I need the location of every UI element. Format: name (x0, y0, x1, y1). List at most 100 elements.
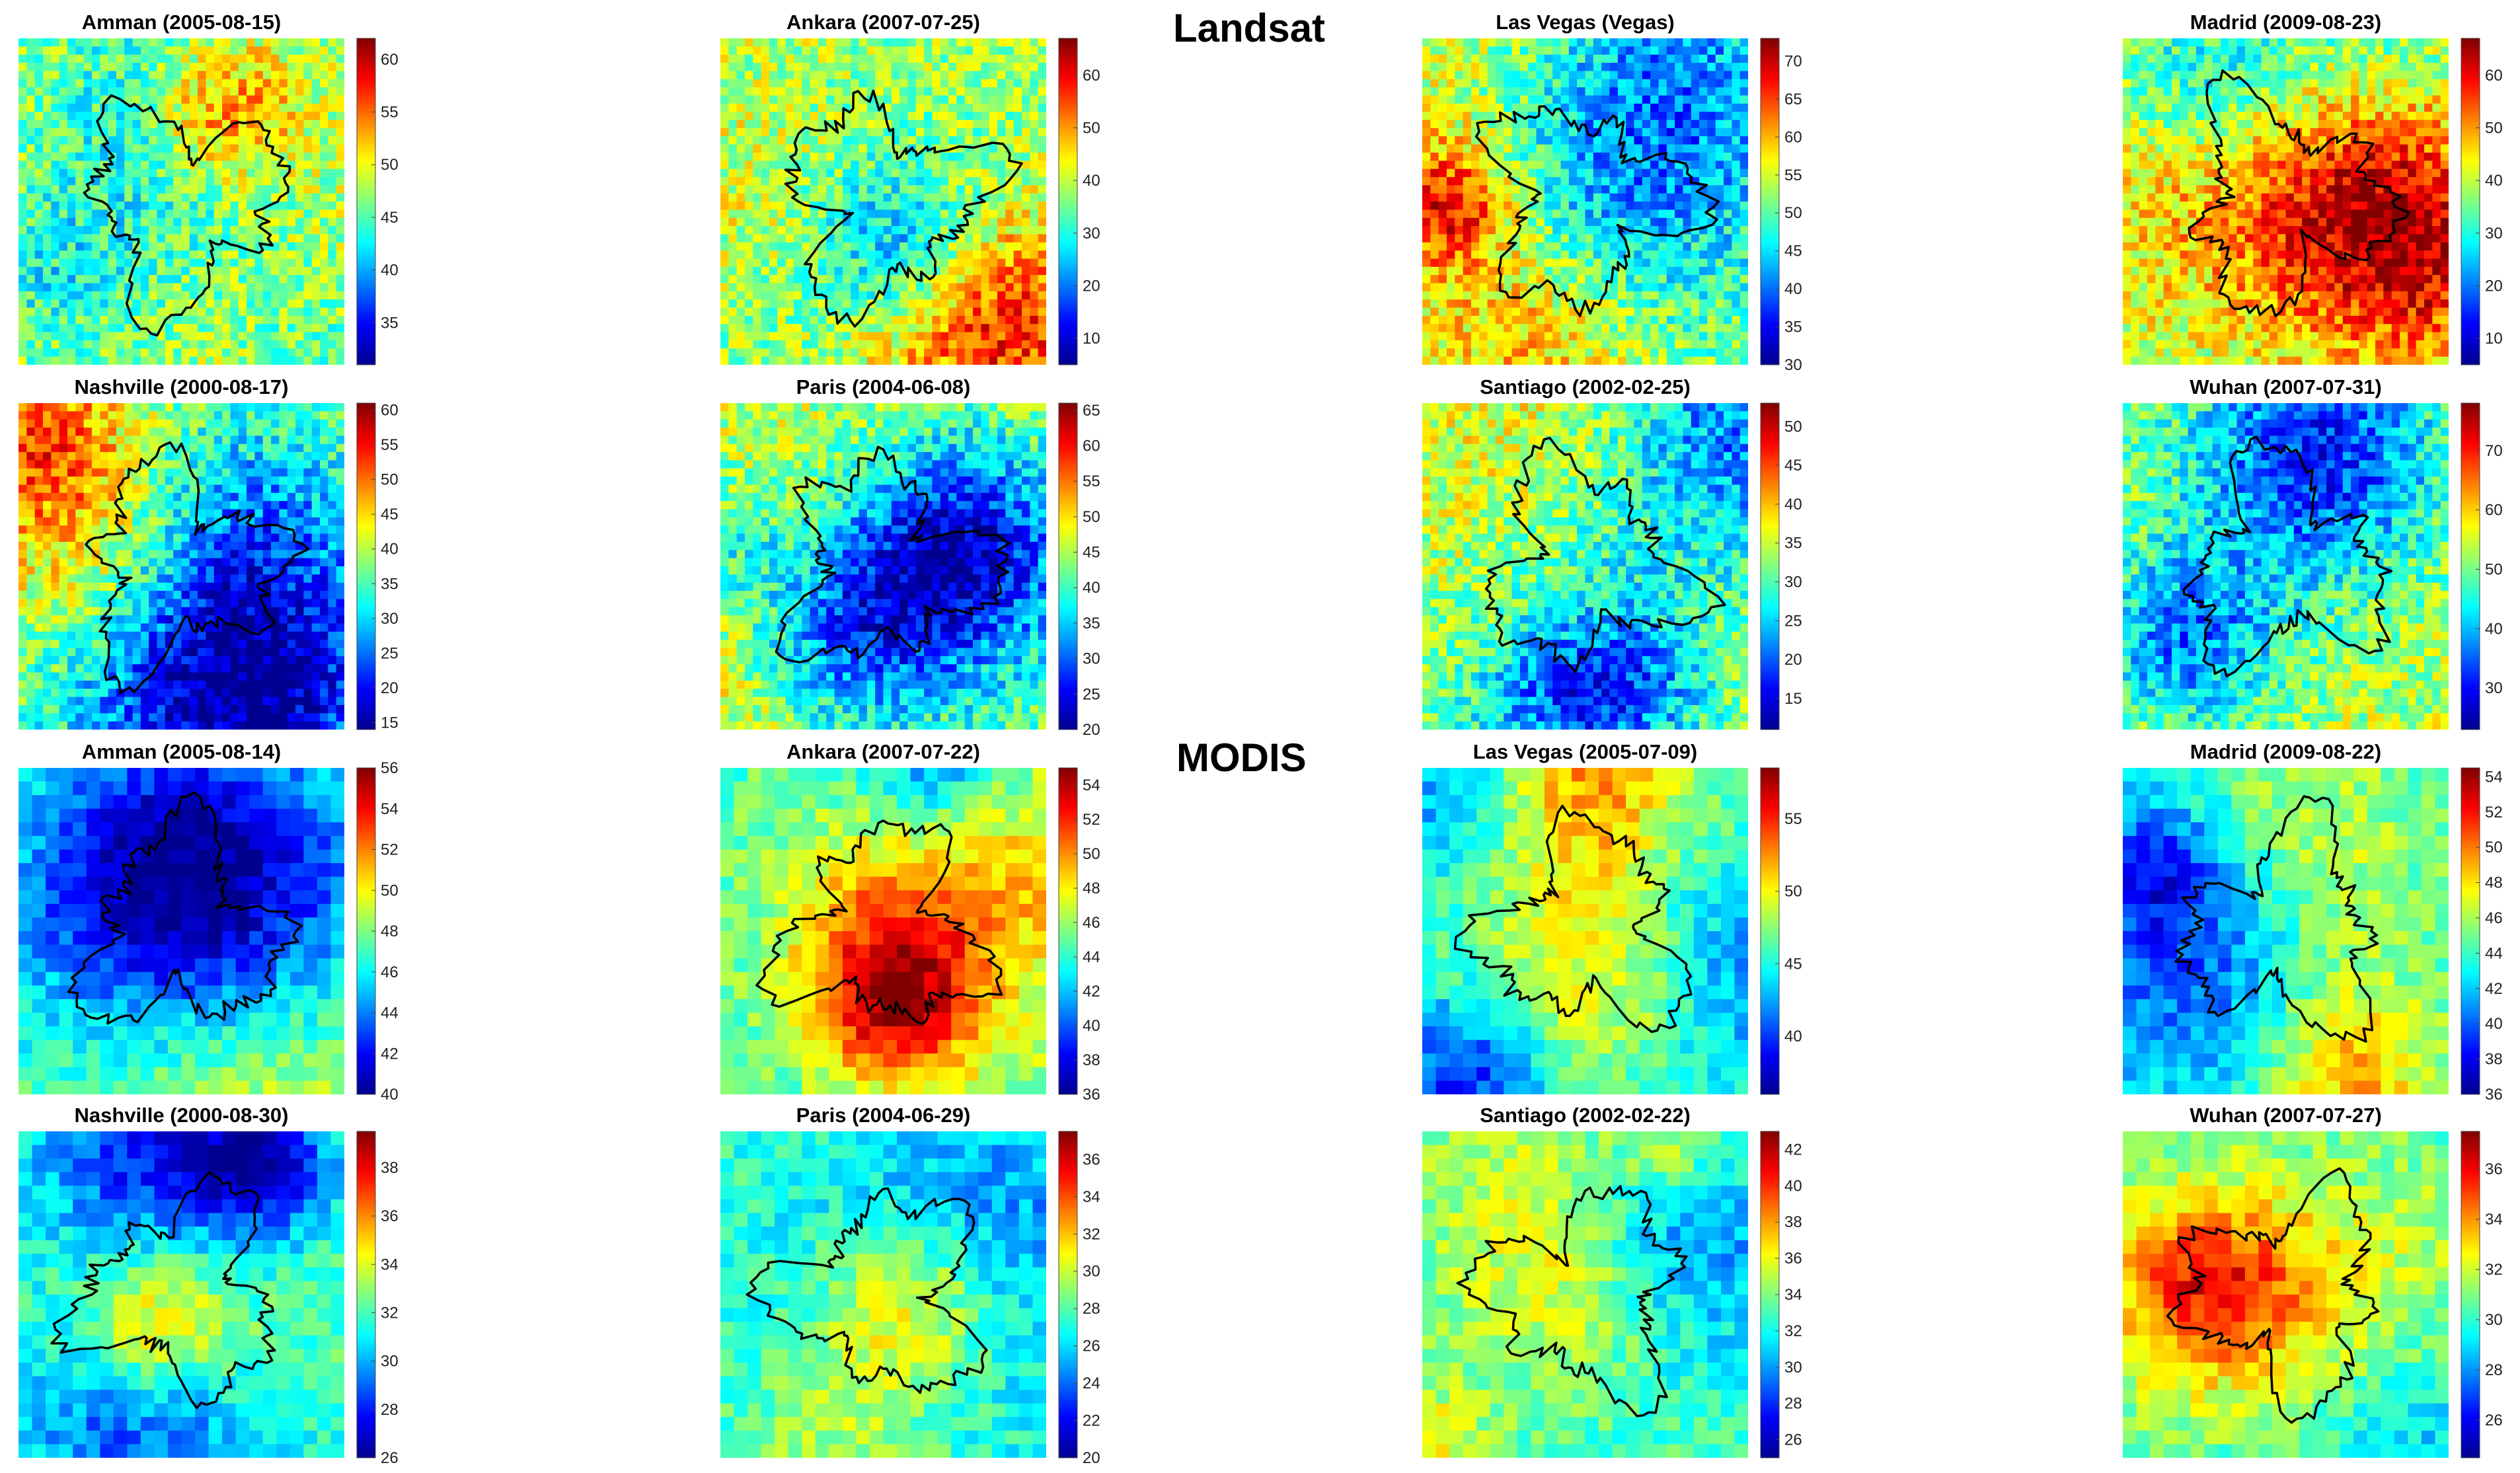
colorbar-tick-label: 50 (2485, 839, 2503, 856)
map-panel: Paris (2004-06-08) 20 25 30 35 40 45 50 55 60 65 (720, 375, 1117, 739)
colorbar: 40 42 44 46 48 50 52 54 56 (356, 759, 416, 1104)
colorbar-tick-label: 60 (1784, 128, 1802, 146)
colorbar: 15 20 25 30 35 40 45 50 (1760, 402, 1820, 730)
colorbar: 10 20 30 40 50 60 (1058, 38, 1118, 365)
colorbar: 40 45 50 55 (1760, 767, 1820, 1095)
colorbar-tick-label: 36 (1083, 1151, 1100, 1168)
colorbar-tick-label: 35 (1784, 319, 1802, 336)
colorbar-tick-label: 40 (2485, 620, 2503, 638)
colorbar-tick-label: 30 (381, 1353, 399, 1371)
colorbar-tick-label: 32 (1083, 1225, 1100, 1243)
colorbar: 35 40 45 50 55 60 (356, 38, 416, 365)
map-panel: Madrid (2009-08-22) 36 38 40 42 44 46 48 50 52 54 (2123, 740, 2520, 1104)
colorbar-tick-label: 26 (1083, 1338, 1100, 1355)
heatmap-image (2123, 1131, 2449, 1458)
colorbar-tick-label: 46 (381, 963, 399, 981)
colorbar-tick-label: 32 (2485, 1261, 2503, 1279)
panel-title: Amman (2005-08-14) (81, 740, 282, 763)
landsat-label: Landsat (1173, 6, 1326, 50)
map-panel: Las Vegas (Vegas) 30 35 40 45 50 55 60 65 70 (1422, 11, 1820, 374)
colorbar-tick-label: 45 (1784, 955, 1802, 973)
colorbar: 30 35 40 45 50 55 60 65 70 (1760, 38, 1820, 374)
colorbar-tick-label: 50 (2485, 119, 2503, 137)
map-panel: Ankara (2007-07-22) 36 38 40 42 44 46 48 50 52 54 (720, 740, 1117, 1104)
colorbar-tick-label: 55 (381, 104, 399, 122)
map-panel: Nashville (2000-08-30) 26 28 30 32 34 36 38 (19, 1104, 415, 1467)
colorbar-tick-label: 15 (1784, 690, 1802, 708)
panel-title: Amman (2005-08-15) (81, 11, 282, 34)
colorbar-tick-label: 20 (381, 679, 399, 697)
colorbar-tick-label: 54 (1083, 776, 1100, 794)
map-panel: Amman (2005-08-14) 40 42 44 46 48 50 52 54 56 (19, 740, 416, 1104)
colorbar-tick-label: 35 (1784, 535, 1802, 552)
colorbar-tick-label: 70 (1784, 52, 1802, 70)
colorbar: 20 22 24 26 28 30 32 34 36 (1058, 1131, 1118, 1467)
colorbar-tick-label: 30 (2485, 679, 2503, 697)
colorbar-tick-label: 38 (1083, 1051, 1100, 1069)
map-panel: Wuhan (2007-07-27) 26 28 30 32 34 36 (2123, 1104, 2519, 1464)
colorbar-tick-label: 55 (1784, 810, 1802, 828)
colorbar-tick-label: 50 (381, 882, 399, 899)
colorbar-tick-label: 40 (1083, 172, 1100, 190)
colorbar: 26 28 30 32 34 36 38 40 42 (1760, 1131, 1820, 1458)
map-panel: Santiago (2002-02-22) 26 28 30 32 34 36 38 40 42 (1422, 1104, 1820, 1464)
colorbar-tick-label: 50 (1083, 119, 1100, 137)
colorbar-tick-label: 34 (1784, 1286, 1802, 1304)
colorbar-tick-label: 30 (1083, 650, 1100, 668)
heatmap-image (1422, 403, 1748, 730)
colorbar-tick-label: 30 (2485, 1311, 2503, 1329)
colorbar-tick-label: 45 (1784, 243, 1802, 260)
colorbar-tick-label: 50 (1784, 883, 1802, 901)
colorbar: 15 20 25 30 35 40 45 50 55 60 (356, 402, 416, 732)
colorbar-tick-label: 20 (2485, 277, 2503, 295)
panel-title: Ankara (2007-07-22) (786, 740, 980, 763)
colorbar-tick-label: 20 (1784, 651, 1802, 669)
colorbar-tick-label: 65 (1083, 402, 1100, 420)
colorbar: 30 40 50 60 70 (2461, 402, 2520, 730)
colorbar-tick-label: 35 (381, 575, 399, 593)
heatmap-image (1422, 768, 1748, 1094)
colorbar-tick-label: 60 (1083, 437, 1100, 455)
colorbar-tick-label: 34 (381, 1256, 399, 1273)
colorbar-tick-label: 40 (381, 1086, 399, 1104)
colorbar-tick-label: 25 (1083, 685, 1100, 703)
colorbar-tick-label: 40 (1784, 1177, 1802, 1195)
colorbar-tick-label: 42 (381, 1045, 399, 1063)
colorbar-tick-label: 45 (381, 209, 399, 227)
colorbar-tick-label: 46 (2485, 909, 2503, 927)
heatmap-image (720, 768, 1046, 1094)
colorbar-tick-label: 40 (1083, 1017, 1100, 1035)
colorbar-tick-label: 30 (2485, 225, 2503, 243)
colorbar-tick-label: 25 (381, 644, 399, 662)
colorbar-tick-label: 54 (2485, 768, 2503, 786)
panel-title: Wuhan (2007-07-31) (2190, 375, 2382, 398)
map-panel: Madrid (2009-08-23) 10 20 30 40 50 60 (2123, 11, 2519, 371)
colorbar-tick-label: 40 (381, 541, 399, 558)
colorbar-tick-label: 45 (1083, 544, 1100, 562)
colorbar-tick-label: 48 (2485, 874, 2503, 892)
colorbar-tick-label: 50 (2485, 560, 2503, 578)
colorbar-tick-label: 60 (2485, 67, 2503, 85)
map-panel: Amman (2005-08-15) 35 40 45 50 55 60 (19, 11, 416, 371)
colorbar: 36 38 40 42 44 46 48 50 52 54 (2461, 767, 2520, 1104)
colorbar-tick-label: 50 (1784, 204, 1802, 222)
colorbar-tick-label: 42 (1083, 983, 1100, 1001)
colorbar-tick-label: 25 (1784, 612, 1802, 630)
colorbar-tick-label: 30 (1083, 1263, 1100, 1281)
colorbar-tick-label: 55 (381, 436, 399, 454)
colorbar-tick-label: 44 (1083, 948, 1100, 966)
colorbar-tick-label: 40 (2485, 1015, 2503, 1033)
colorbar-tick-label: 50 (1784, 418, 1802, 435)
colorbar-tick-label: 40 (1784, 280, 1802, 298)
panel-title: Ankara (2007-07-25) (786, 11, 980, 34)
map-panel: Nashville (2000-08-17) 15 20 25 30 35 40 45 50 55… (19, 375, 416, 736)
colorbar-tick-label: 52 (381, 841, 399, 859)
colorbar-tick-label: 44 (2485, 944, 2503, 962)
colorbar-tick-label: 34 (1083, 1188, 1100, 1206)
colorbar-tick-label: 50 (381, 156, 399, 174)
map-panel: Las Vegas (2005-07-09) 40 45 50 55 (1422, 740, 1820, 1101)
colorbar-tick-label: 60 (381, 402, 399, 420)
colorbar-tick-label: 20 (1083, 1449, 1100, 1467)
colorbar-tick-label: 50 (381, 471, 399, 489)
colorbar-tick-label: 36 (381, 1207, 399, 1225)
